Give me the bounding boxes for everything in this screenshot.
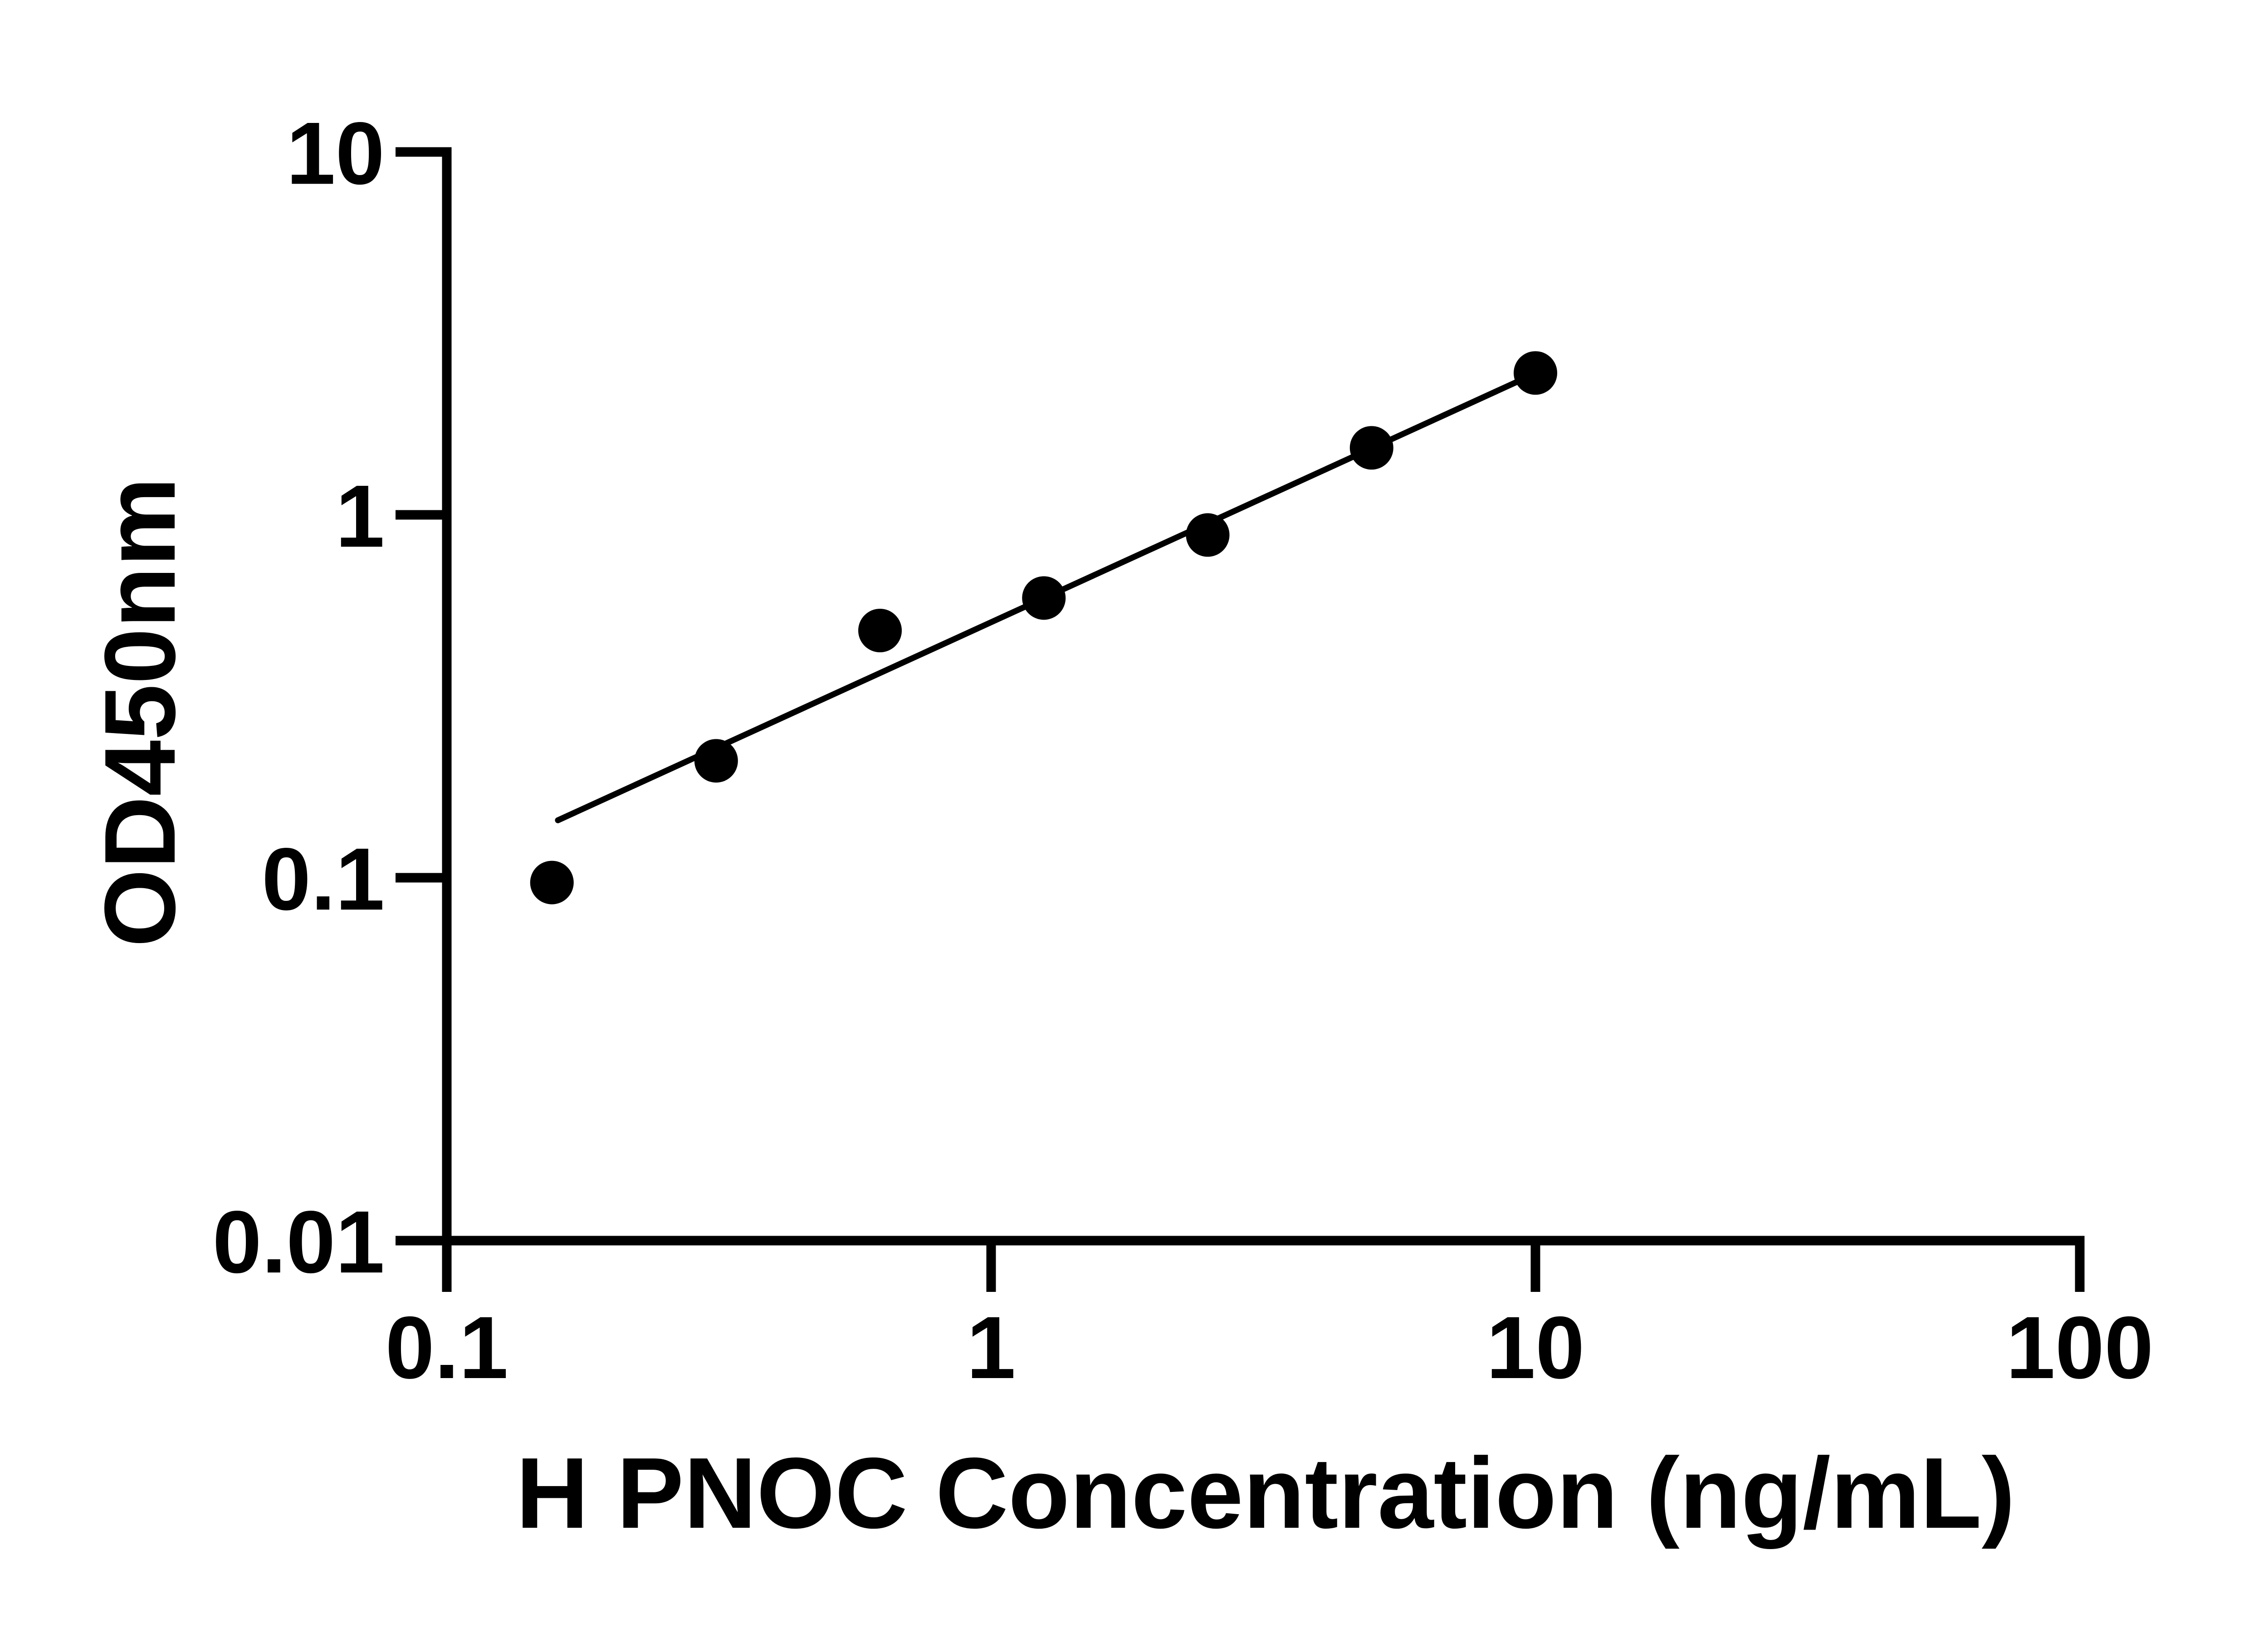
data-point-5 — [1186, 513, 1230, 557]
data-point-7 — [1514, 351, 1557, 395]
plot-area — [530, 351, 1557, 905]
data-point-2 — [694, 739, 738, 783]
data-point-4 — [1022, 576, 1066, 620]
y-tick-label-0.1: 0.1 — [262, 830, 385, 929]
axis-spine — [442, 147, 2085, 1246]
data-point-3 — [858, 609, 902, 653]
y-axis-title: OD450nm — [84, 477, 196, 947]
x-tick-label-0.1: 0.1 — [385, 1298, 508, 1397]
x-axis-title: H PNOC Concentration (ng/mL) — [516, 1437, 2015, 1550]
data-point-6 — [1349, 426, 1393, 470]
x-tick-label-10: 10 — [1486, 1298, 1585, 1397]
y-tick-label-10: 10 — [286, 104, 385, 203]
x-tick-label-100: 100 — [2006, 1298, 2153, 1397]
x-tick-label-1: 1 — [967, 1298, 1016, 1397]
data-point-1 — [530, 861, 574, 905]
y-tick-label-1: 1 — [336, 467, 385, 566]
y-tick-label-0.01: 0.01 — [212, 1193, 385, 1291]
